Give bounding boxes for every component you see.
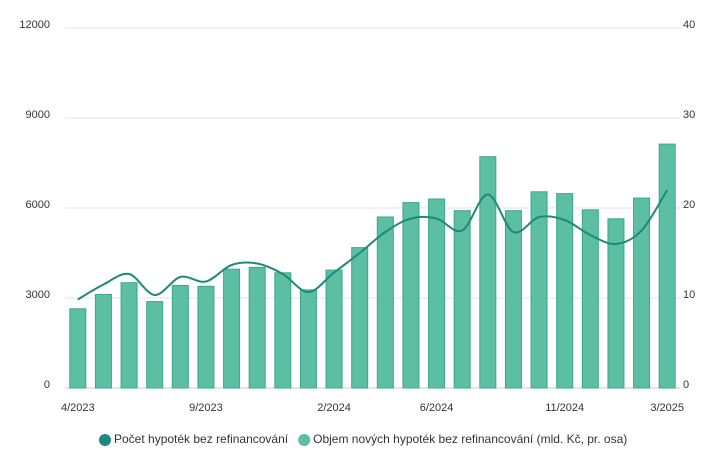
bar bbox=[376, 216, 394, 389]
bar bbox=[633, 197, 651, 389]
y2-tick-label: 10 bbox=[683, 289, 695, 301]
legend-label: Počet hypoték bez refinancování bbox=[114, 432, 289, 446]
bar bbox=[453, 210, 471, 389]
bar bbox=[402, 202, 420, 389]
line bbox=[77, 189, 669, 301]
legend-marker bbox=[99, 434, 111, 446]
y2-tick-label: 20 bbox=[683, 199, 695, 211]
x-tick-label: 4/2023 bbox=[61, 402, 95, 414]
x-tick-label: 9/2023 bbox=[189, 402, 223, 414]
bar bbox=[120, 282, 138, 389]
bar bbox=[530, 191, 548, 389]
y2-tick-label: 40 bbox=[683, 19, 695, 31]
bar bbox=[274, 272, 292, 389]
bar bbox=[658, 143, 676, 389]
bar bbox=[325, 269, 343, 389]
bar bbox=[94, 293, 112, 389]
bar bbox=[479, 156, 497, 389]
y-tick-label: 6000 bbox=[26, 199, 50, 211]
bar bbox=[171, 284, 189, 389]
bar bbox=[248, 266, 266, 389]
bar bbox=[581, 209, 599, 389]
y2-tick-label: 0 bbox=[683, 379, 689, 391]
y-tick-label: 9000 bbox=[26, 109, 50, 121]
bar bbox=[351, 247, 369, 389]
bar bbox=[504, 210, 522, 389]
bar bbox=[556, 193, 574, 389]
bar bbox=[223, 268, 241, 389]
x-tick-label: 6/2024 bbox=[420, 402, 454, 414]
bar bbox=[607, 218, 625, 389]
bar bbox=[69, 308, 87, 389]
x-tick-label: 2/2024 bbox=[317, 402, 351, 414]
x-tick-label: 3/2025 bbox=[650, 402, 684, 414]
bar bbox=[428, 198, 446, 389]
legend: Počet hypoték bez refinancování Objem nov… bbox=[99, 432, 627, 446]
y2-tick-label: 30 bbox=[683, 109, 695, 121]
y-tick-label: 0 bbox=[44, 379, 50, 391]
bar bbox=[299, 289, 317, 389]
bar bbox=[146, 301, 164, 389]
y-tick-label: 3000 bbox=[26, 289, 50, 301]
x-tick-label: 11/2024 bbox=[545, 402, 584, 414]
y-tick-label: 12000 bbox=[19, 19, 50, 31]
bar bbox=[197, 285, 215, 389]
legend-label: Objem nových hypoték bez refinancování (… bbox=[313, 432, 627, 446]
legend-marker bbox=[298, 434, 311, 446]
